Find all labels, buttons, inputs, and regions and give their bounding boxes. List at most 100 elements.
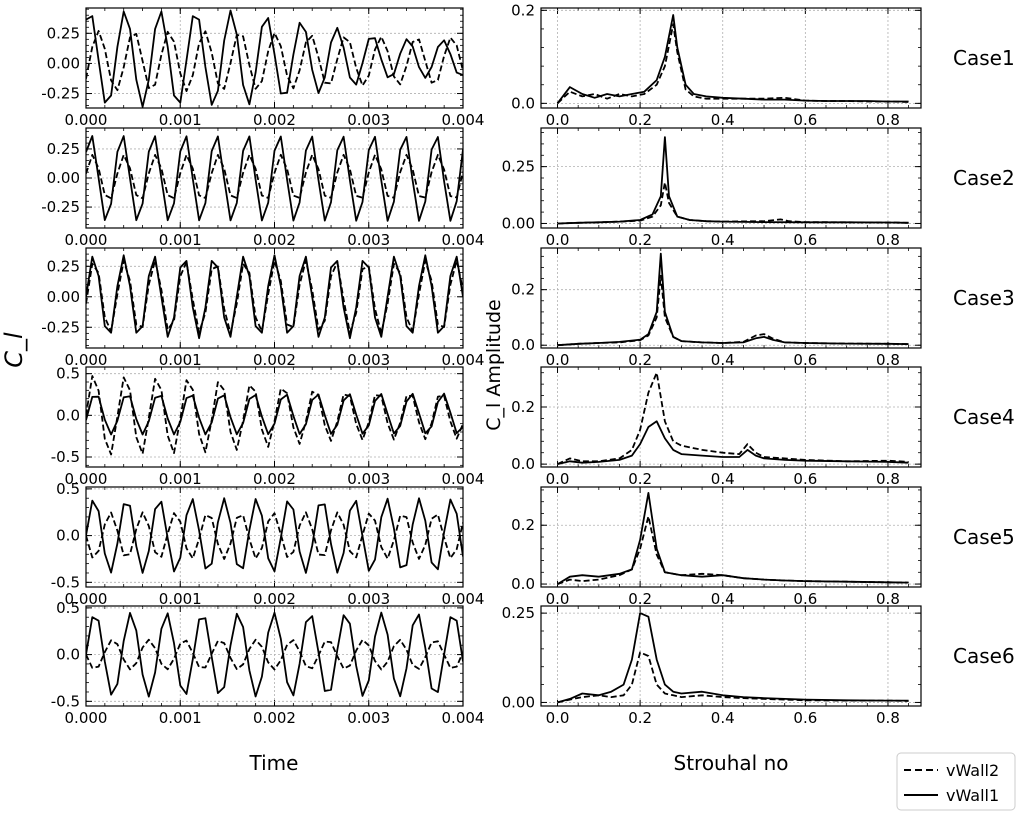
- x-tick-label: 0.4: [711, 590, 735, 608]
- left-y-axis-label: C_l: [0, 332, 28, 368]
- case-label: Case2: [953, 166, 1015, 190]
- x-tick-label: 0.6: [793, 351, 817, 369]
- x-tick-label: 0.4: [711, 470, 735, 488]
- x-tick-label: 0.2: [628, 231, 652, 249]
- y-tick-label: 0.25: [47, 24, 80, 42]
- y-tick-label: 0.0: [511, 455, 535, 473]
- x-tick-label: 0.001: [159, 351, 202, 369]
- x-tick-label: 0.4: [711, 709, 735, 727]
- x-tick-label: 0.000: [65, 470, 108, 488]
- series-vwall2-line: [556, 23, 909, 104]
- series-vwall1-line: [557, 612, 909, 704]
- x-tick-label: 0.4: [711, 231, 735, 249]
- axes-frame: [540, 7, 922, 109]
- series-vwall2-line: [86, 259, 463, 335]
- x-tick-label: 0.003: [347, 709, 390, 727]
- panel-time-case1: 0.000 0.001 0.002 0.003 0.004 0.25 0.00 -0.25: [41, 7, 484, 129]
- axes-frame: [85, 605, 464, 707]
- x-tick-label: 0.001: [159, 590, 202, 608]
- y-tick-label: 0.00: [502, 214, 535, 232]
- y-tick-label: 0.5: [56, 599, 80, 617]
- series-vwall2-line: [86, 153, 463, 200]
- x-tick-label: 0.003: [347, 231, 390, 249]
- y-tick-label: 0.2: [511, 516, 535, 534]
- panel-time-case2: 0.000 0.001 0.002 0.003 0.004 0.25 0.00 -0.25: [41, 127, 485, 249]
- x-tick-label: 0.001: [159, 111, 202, 129]
- panel-fft-case3: 0.0 0.2 0.4 0.6 0.8 0.0 0.2 Case3: [511, 247, 1015, 369]
- panel-fft-case2: 0.0 0.2 0.4 0.6 0.8 0.00 0.25 Case2: [502, 127, 1015, 249]
- axes-frame: [85, 127, 464, 229]
- y-tick-label: 0.25: [502, 158, 535, 176]
- x-tick-label: 0.4: [711, 111, 735, 129]
- x-tick-label: 0.6: [793, 590, 817, 608]
- x-tick-label: 0.002: [253, 351, 296, 369]
- x-tick-label: 0.8: [876, 111, 900, 129]
- x-tick-label: 0.0: [546, 470, 570, 488]
- series-vwall2-line: [557, 651, 909, 704]
- x-tick-label: 0.2: [628, 470, 652, 488]
- x-tick-label: 0.004: [442, 231, 485, 249]
- x-tick-label: 0.004: [442, 351, 485, 369]
- x-tick-label: 0.001: [159, 709, 202, 727]
- x-tick-label: 0.0: [546, 111, 570, 129]
- axes-frame: [540, 605, 922, 707]
- series-vwall2-line: [86, 29, 463, 92]
- x-tick-label: 0.000: [65, 111, 108, 129]
- panel-time-case5: 0.000 0.001 0.002 0.003 0.004 0.5 0.0 -0.5: [51, 480, 485, 608]
- y-tick-label: 0.2: [511, 1, 535, 19]
- y-tick-label: 0.25: [47, 140, 80, 158]
- x-tick-label: 0.004: [442, 709, 485, 727]
- x-tick-label: 0.8: [876, 231, 900, 249]
- x-tick-label: 0.000: [65, 231, 108, 249]
- axes-frame: [85, 486, 464, 588]
- series-vwall1-line: [86, 135, 463, 222]
- x-tick-label: 0.004: [442, 590, 485, 608]
- legend-label-vwall2: vWall2: [946, 761, 999, 780]
- series-vwall2-line: [557, 181, 909, 225]
- y-tick-label: 0.00: [47, 54, 80, 72]
- panel-fft-case4: 0.0 0.2 0.4 0.6 0.8 0.0 0.2 Case4: [511, 366, 1015, 488]
- x-tick-label: 0.001: [159, 231, 202, 249]
- series-vwall2-line: [557, 274, 909, 347]
- axes-frame: [540, 127, 922, 229]
- panel-time-case3: 0.000 0.001 0.002 0.003 0.004 0.25 0.00 -0.25: [41, 247, 485, 369]
- case-label: Case3: [953, 286, 1015, 310]
- axes-frame: [540, 486, 922, 588]
- axes-frame: [540, 247, 922, 349]
- x-tick-label: 0.8: [876, 470, 900, 488]
- y-tick-label: 0.0: [56, 406, 80, 424]
- y-tick-label: -0.5: [51, 573, 80, 591]
- y-tick-label: 0.5: [56, 365, 80, 383]
- strouhal-x-axis-label: Strouhal no: [674, 751, 789, 775]
- case-label: Case5: [953, 525, 1015, 549]
- case-label: Case1: [953, 46, 1015, 70]
- legend: vWall2 vWall1: [896, 752, 1016, 811]
- y-tick-label: 0.0: [511, 575, 535, 593]
- x-tick-label: 0.8: [876, 709, 900, 727]
- panel-time-case6: 0.000 0.001 0.002 0.003 0.004 0.5 0.0 -0.5: [51, 599, 485, 727]
- x-tick-label: 0.0: [546, 231, 570, 249]
- x-tick-label: 0.000: [65, 590, 108, 608]
- panel-fft-case1: 0.0 0.2 0.4 0.6 0.8 0.0 0.2 Case1: [511, 1, 1015, 129]
- y-tick-label: -0.25: [41, 318, 80, 336]
- x-tick-label: 0.2: [628, 351, 652, 369]
- axes-frame: [85, 247, 464, 349]
- panel-time-case4: 0.000 0.001 0.002 0.003 0.004 0.5 0.0 -0.5: [51, 365, 485, 488]
- y-tick-label: -0.25: [41, 85, 80, 103]
- series-vwall2-line: [557, 371, 909, 465]
- y-tick-label: -0.25: [41, 198, 80, 216]
- series-vwall1-line: [557, 136, 909, 225]
- x-tick-label: 0.000: [65, 351, 108, 369]
- y-tick-label: 0.5: [56, 480, 80, 498]
- x-tick-label: 0.002: [253, 590, 296, 608]
- x-tick-label: 0.0: [546, 351, 570, 369]
- x-tick-label: 0.003: [347, 111, 390, 129]
- x-tick-label: 0.003: [347, 590, 390, 608]
- y-tick-label: 0.0: [511, 336, 535, 354]
- y-tick-label: 0.25: [47, 257, 80, 275]
- x-tick-label: 0.003: [347, 470, 390, 488]
- x-tick-label: 0.0: [546, 590, 570, 608]
- right-y-axis-label: C_l Amplitude: [483, 299, 505, 430]
- series-vwall1-line: [86, 9, 463, 108]
